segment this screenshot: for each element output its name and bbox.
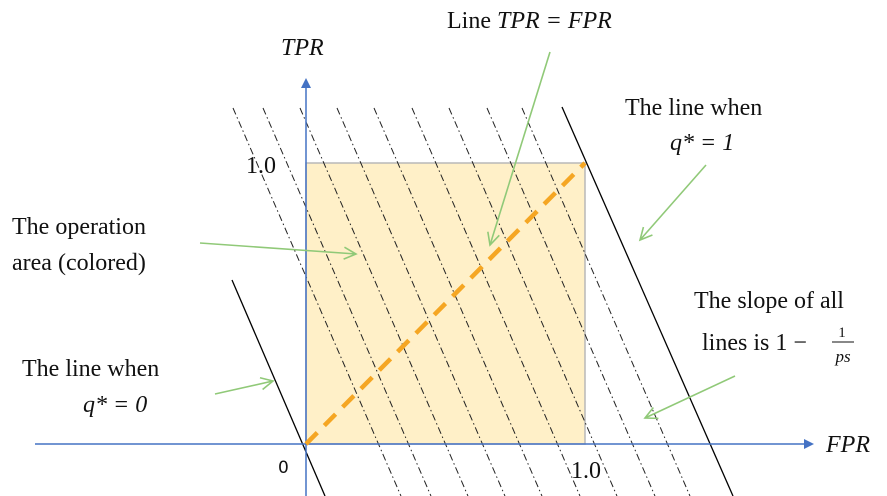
q0-annotation-arrow [214,376,275,395]
diagonal-annotation: Line TPR = FPR [447,8,612,34]
slope-fraction-denominator: ps [834,347,851,366]
q1-annotation-line1: The line when [625,95,762,121]
y-tick-label: 1.0 [246,153,276,179]
x-axis-label: FPR [825,432,870,458]
q1-annotation-line2: q* = 1 [670,130,734,156]
parallel-line [486,107,656,496]
slope-annotation-arrow [643,375,736,420]
parallel-line [336,107,506,496]
parallel-lines [232,107,691,496]
diagonal-annotation-prefix: Line [447,8,497,34]
x-tick-label: 1.0 [571,458,601,484]
area-annotation-arrow [199,242,358,260]
origin-label: 0 [278,458,289,478]
parallel-line [262,107,432,496]
diagonal-annotation-arrow [487,51,551,247]
parallel-line [448,107,618,496]
slope-fraction-numerator: 1 [838,325,846,341]
diagonal-line [304,161,587,446]
parallel-line [521,107,691,496]
parallel-line [299,107,469,496]
q1-annotation-arrow [638,164,707,242]
q0-annotation-line2: q* = 0 [83,392,147,418]
q-zero-line [231,279,326,496]
area-annotation-line1: The operation [12,214,146,240]
parallel-line [411,107,581,496]
parallel-line [373,107,543,496]
q0-annotation-line1: The line when [22,356,159,382]
slope-annotation-line1: The slope of all [694,288,844,314]
area-annotation-line2: area (colored) [12,250,146,276]
y-axis-label: TPR [281,35,324,61]
diagonal-formula: TPR = FPR [497,8,612,34]
parallel-line [232,107,402,496]
slope-annotation-line2: lines is 1 − [702,330,807,356]
q-one-line [561,106,734,496]
